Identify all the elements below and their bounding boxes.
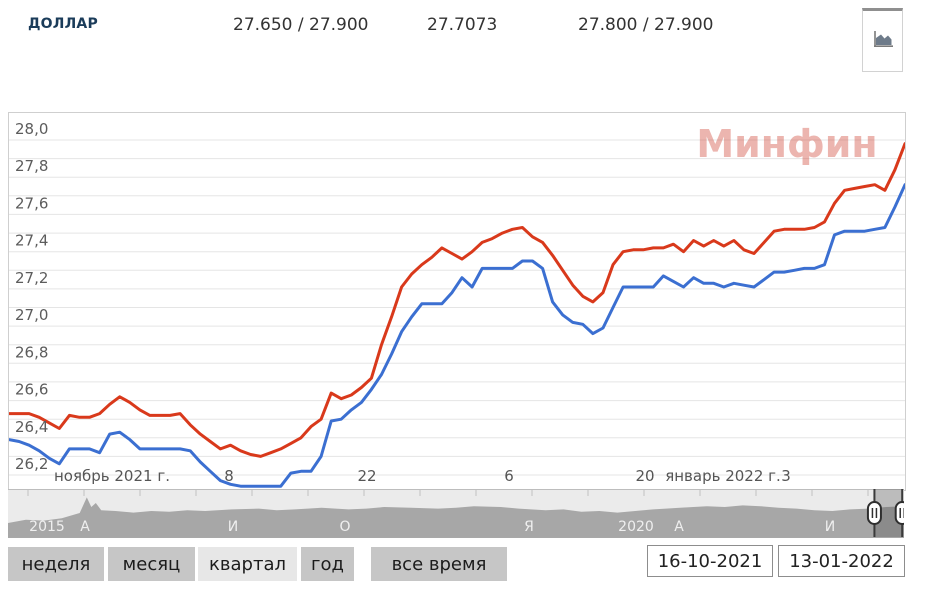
svg-text:26,8: 26,8 [15,343,48,361]
range-button-week[interactable]: неделя [8,547,104,581]
svg-text:ноябрь 2021 г.: ноябрь 2021 г. [54,467,170,485]
svg-text:27,4: 27,4 [15,232,48,250]
svg-text:О: О [339,519,350,535]
svg-text:26,6: 26,6 [15,381,48,399]
svg-text:И: И [825,519,835,535]
date-to-input[interactable]: 13-01-2022 [778,545,905,577]
date-from-input[interactable]: 16-10-2021 [647,545,773,577]
chart-type-button[interactable] [862,8,903,72]
range-button-alltime[interactable]: все время [371,547,507,581]
svg-text:январь 2022 г.: январь 2022 г. [665,467,781,485]
svg-text:27,0: 27,0 [15,306,48,324]
rate-chart-plot-area[interactable]: Минфин 26,2 26,4 26,6 26,8 27,0 27,2 27,4 27,6 27… [8,112,906,491]
svg-text:28,0: 28,0 [15,120,48,138]
svg-text:27,6: 27,6 [15,194,48,212]
svg-text:20: 20 [635,467,654,485]
svg-text:3: 3 [781,467,791,485]
cash-rate-value: 27.650 / 27.900 [233,15,369,35]
svg-text:27,2: 27,2 [15,269,48,287]
svg-text:И: И [228,519,238,535]
navigator-handle-left [866,489,882,537]
svg-text:2015: 2015 [29,519,65,535]
area-chart-icon [872,30,894,52]
svg-text:26,2: 26,2 [15,455,48,473]
svg-text:Я: Я [524,519,534,535]
svg-text:27,8: 27,8 [15,157,48,175]
currency-title: ДОЛЛАР [28,16,98,32]
svg-text:22: 22 [357,467,376,485]
range-button-year[interactable]: год [301,547,354,581]
svg-text:А: А [80,519,90,535]
interbank-rate-value: 27.800 / 27.900 [578,15,714,35]
range-button-month[interactable]: месяц [108,547,195,581]
svg-text:2020: 2020 [618,519,654,535]
svg-text:8: 8 [224,467,234,485]
svg-text:Минфин: Минфин [696,122,877,166]
nbu-rate-value: 27.7073 [427,15,498,35]
chart-navigator[interactable]: 2015 А И О Я 2020 А И [8,489,910,538]
range-button-quarter[interactable]: квартал [198,547,297,581]
svg-text:А: А [674,519,684,535]
svg-text:26,4: 26,4 [15,418,48,436]
svg-text:6: 6 [504,467,514,485]
